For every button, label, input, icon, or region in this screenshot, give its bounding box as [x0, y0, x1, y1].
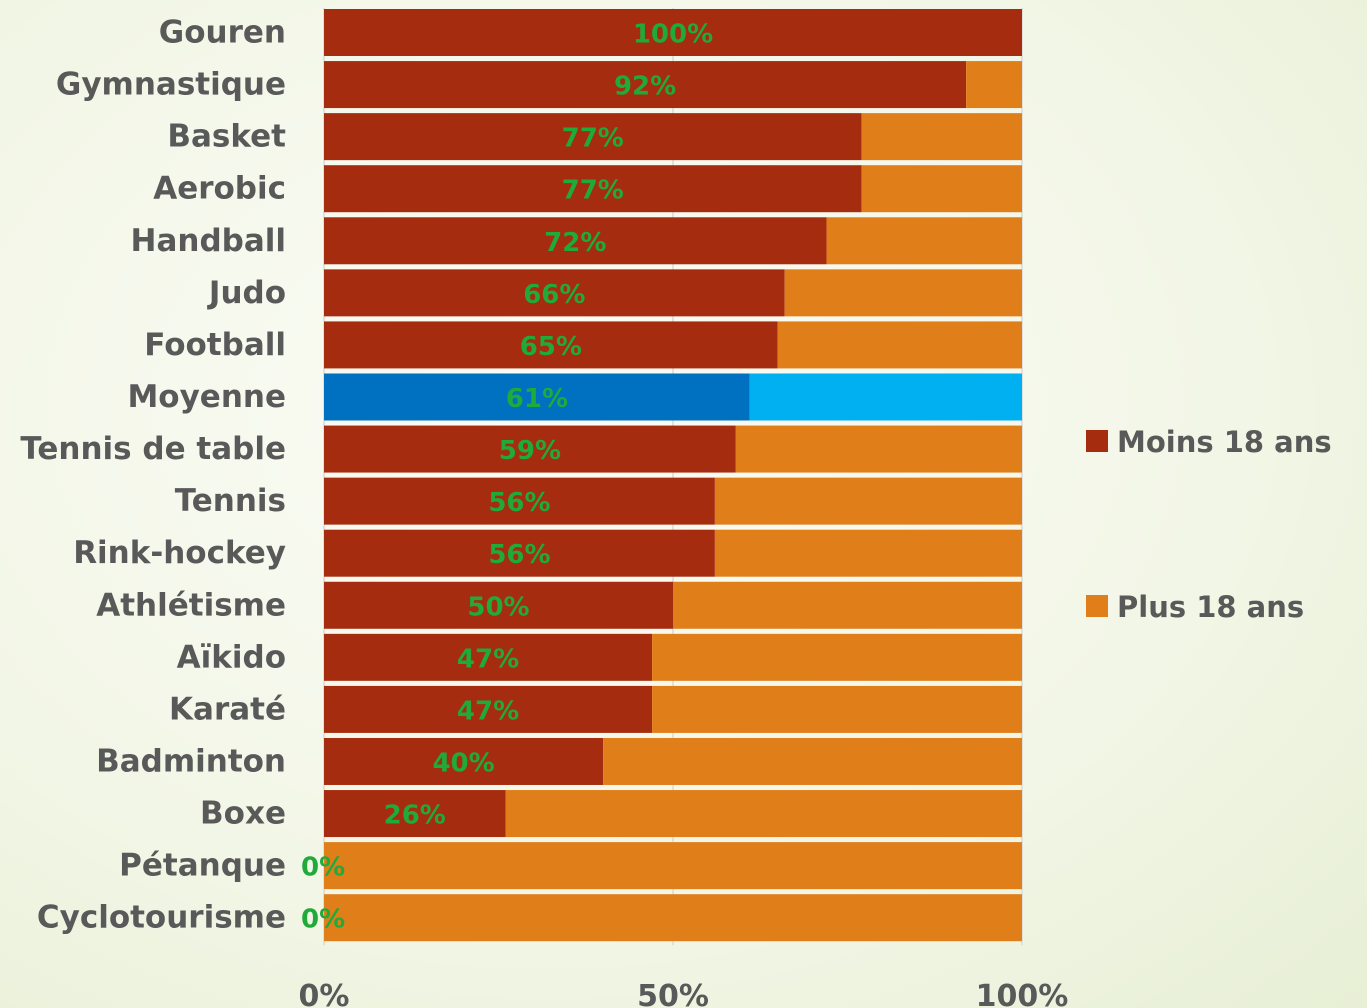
category-label-athletisme: Athlétisme	[96, 587, 286, 623]
bar-moyenne-moins-18-ans	[324, 373, 750, 421]
data-label-basket: 77%	[562, 124, 624, 154]
category-label-gymnastique: Gymnastique	[56, 67, 286, 103]
category-labels: Gouren Gymnastique Basket Aerobic Handball Ju…	[20, 15, 286, 936]
data-label-petanque: 0%	[301, 853, 345, 883]
bar-gymnastique-moins-18-ans	[324, 61, 967, 109]
bar-badminton-moins-18-ans	[324, 737, 604, 785]
bar-boxe-moins-18-ans	[324, 790, 506, 838]
category-label-basket: Basket	[167, 119, 286, 155]
data-label-tennis-de-table: 59%	[499, 436, 561, 466]
data-label-tennis: 56%	[488, 488, 550, 518]
data-label-boxe: 26%	[384, 801, 446, 831]
data-label-karate: 47%	[457, 696, 519, 726]
data-label-aikido: 47%	[457, 644, 519, 674]
data-label-athletisme: 50%	[467, 592, 529, 622]
bar-aikido-moins-18-ans	[324, 633, 653, 681]
data-label-gymnastique: 92%	[614, 72, 676, 102]
bar-moyenne-plus-18-ans	[749, 373, 1022, 421]
category-label-football: Football	[144, 327, 286, 363]
category-label-boxe: Boxe	[200, 796, 286, 832]
category-label-aikido: Aïkido	[177, 639, 286, 675]
x-tick-label: 100%	[976, 979, 1069, 1008]
data-label-aerobic: 77%	[562, 176, 624, 206]
category-label-petanque: Pétanque	[119, 848, 286, 884]
data-label-judo: 66%	[523, 280, 585, 310]
legend: Moins 18 ans Plus 18 ans	[1086, 425, 1332, 624]
data-labels: 100% 92% 77% 77% 72% 66% 65% 61% 59% 56% 56% 50% 47%…	[301, 20, 713, 935]
bar-football-plus-18-ans	[777, 321, 1022, 369]
bar-badminton-plus-18-ans	[603, 737, 1022, 785]
bar-cyclotourisme-plus-18-ans	[324, 894, 1022, 942]
gridlines	[323, 8, 1023, 946]
bar-boxe-plus-18-ans	[505, 790, 1023, 838]
x-axis-tick-labels: 0% 50% 100%	[299, 979, 1069, 1008]
category-label-handball: Handball	[131, 223, 286, 259]
bar-rink-hockey-plus-18-ans	[714, 529, 1022, 577]
bar-karate-plus-18-ans	[652, 685, 1022, 733]
category-label-tennis-de-table: Tennis de table	[20, 431, 286, 467]
data-label-handball: 72%	[544, 228, 606, 258]
bar-rink-hockey-moins-18-ans	[324, 529, 715, 577]
data-label-badminton: 40%	[432, 748, 494, 778]
bar-handball-plus-18-ans	[826, 217, 1022, 265]
category-label-aerobic: Aerobic	[153, 171, 286, 207]
bar-football-moins-18-ans	[324, 321, 778, 369]
data-label-rink-hockey: 56%	[488, 540, 550, 570]
x-tick-label: 50%	[637, 979, 709, 1008]
data-label-moyenne: 61%	[506, 384, 568, 414]
category-label-moyenne: Moyenne	[127, 379, 286, 415]
bar-petanque-plus-18-ans	[324, 842, 1022, 890]
bar-handball-moins-18-ans	[324, 217, 827, 265]
bar-aerobic-plus-18-ans	[861, 165, 1022, 213]
data-label-cyclotourisme: 0%	[301, 905, 345, 935]
category-label-rink-hockey: Rink-hockey	[73, 535, 286, 571]
category-label-judo: Judo	[207, 275, 286, 311]
bars	[324, 9, 1023, 942]
bar-gouren-moins-18-ans	[324, 9, 1022, 56]
legend-swatch-plus-18-ans	[1086, 595, 1108, 617]
bar-basket-plus-18-ans	[861, 113, 1022, 161]
bar-athletisme-moins-18-ans	[324, 581, 673, 629]
bar-tennis-moins-18-ans	[324, 477, 715, 525]
bar-athletisme-plus-18-ans	[673, 581, 1022, 629]
category-label-karate: Karaté	[169, 691, 286, 727]
bar-tennis-de-table-plus-18-ans	[735, 425, 1022, 473]
data-label-football: 65%	[520, 332, 582, 362]
category-label-tennis: Tennis	[175, 483, 286, 519]
legend-label-plus-18-ans: Plus 18 ans	[1117, 590, 1304, 624]
bar-judo-plus-18-ans	[784, 269, 1022, 317]
data-label-gouren: 100%	[633, 20, 713, 50]
category-label-cyclotourisme: Cyclotourisme	[37, 900, 286, 936]
bar-aerobic-moins-18-ans	[324, 165, 862, 213]
bar-tennis-de-table-moins-18-ans	[324, 425, 736, 473]
category-label-gouren: Gouren	[159, 15, 286, 51]
bar-gymnastique-plus-18-ans	[966, 61, 1022, 109]
x-tick-label: 0%	[299, 979, 350, 1008]
bar-basket-moins-18-ans	[324, 113, 862, 161]
legend-label-moins-18-ans: Moins 18 ans	[1117, 425, 1332, 459]
bar-aikido-plus-18-ans	[652, 633, 1022, 681]
bar-karate-moins-18-ans	[324, 685, 653, 733]
bar-tennis-plus-18-ans	[714, 477, 1022, 525]
legend-swatch-moins-18-ans	[1086, 430, 1108, 452]
bar-judo-moins-18-ans	[324, 269, 785, 317]
category-label-badminton: Badminton	[96, 743, 286, 779]
